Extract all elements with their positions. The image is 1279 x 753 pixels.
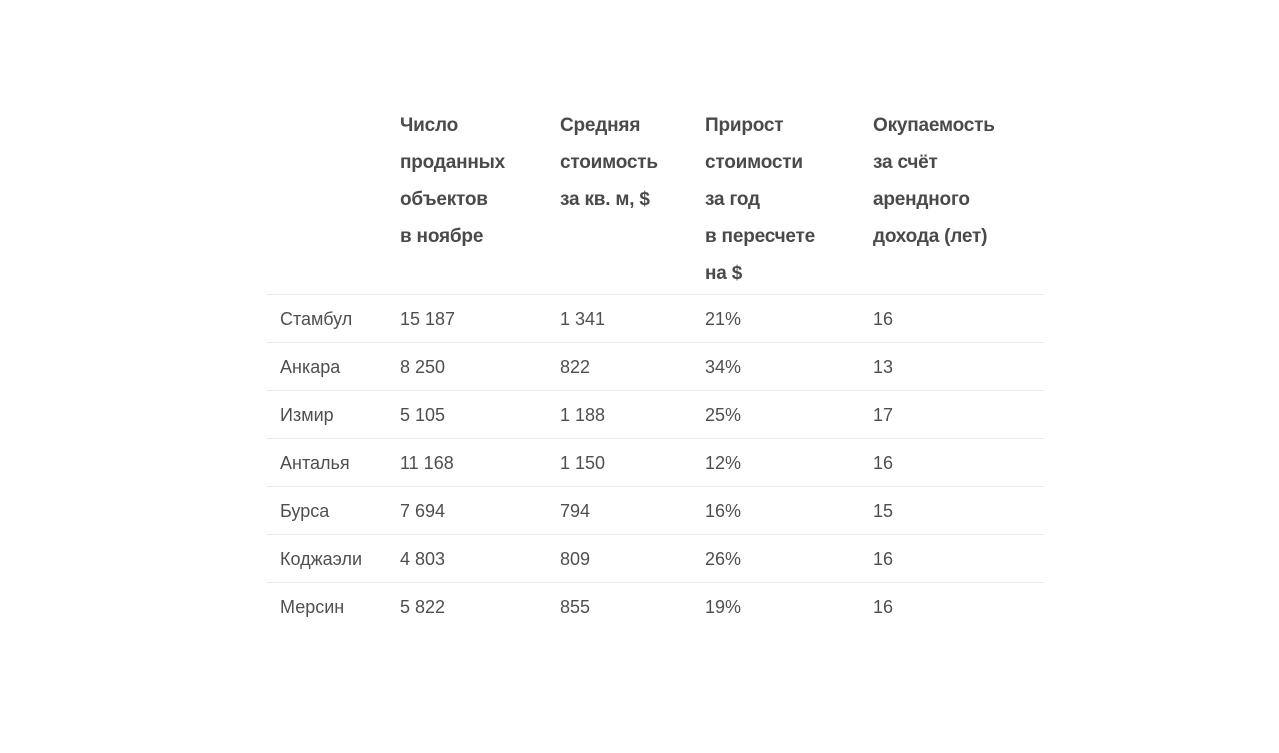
cell-avg-price: 1 150 (547, 438, 692, 487)
cell-city: Бурса (267, 486, 387, 535)
table-row: Коджаэли 4 803 809 26% 16 (267, 534, 1044, 583)
cell-growth: 12% (692, 438, 860, 487)
real-estate-table-container: Число проданных объектов в ноябре Средня… (267, 107, 1044, 631)
header-row: Число проданных объектов в ноябре Средня… (267, 107, 1044, 295)
table-body: Стамбул 15 187 1 341 21% 16 Анкара 8 250… (267, 294, 1044, 631)
column-header-avg-price: Средняя стоимость за кв. м, $ (547, 107, 692, 295)
table-header: Число проданных объектов в ноябре Средня… (267, 107, 1044, 295)
cell-sold-objects: 4 803 (387, 534, 547, 583)
cell-growth: 25% (692, 390, 860, 439)
cell-city: Анталья (267, 438, 387, 487)
column-header-payback: Окупаемость за счёт арендного дохода (ле… (860, 107, 1044, 295)
column-header-city (267, 107, 387, 295)
cell-sold-objects: 15 187 (387, 294, 547, 343)
table-row: Мерсин 5 822 855 19% 16 (267, 583, 1044, 631)
table-row: Измир 5 105 1 188 25% 17 (267, 390, 1044, 439)
cell-city: Коджаэли (267, 534, 387, 583)
cell-avg-price: 855 (560, 597, 591, 618)
cell-sold-objects: 11 168 (387, 438, 547, 487)
cell-growth: 26% (692, 534, 860, 583)
cell-sold-objects: 5 105 (387, 390, 547, 439)
cell-avg-price: 822 (547, 342, 692, 391)
turkey-cities-real-estate-table: Число проданных объектов в ноябре Средня… (267, 107, 1044, 631)
cell-growth: 34% (692, 342, 860, 391)
cell-growth: 19% (705, 597, 742, 618)
cell-city: Измир (267, 390, 387, 439)
table-row: Анкара 8 250 822 34% 13 (267, 342, 1044, 391)
table-row: Анталья 11 168 1 150 12% 16 (267, 438, 1044, 487)
cell-growth: 16% (692, 486, 860, 535)
cell-sold-objects: 7 694 (387, 486, 547, 535)
cell-avg-price: 1 341 (547, 294, 692, 343)
column-header-sold-objects: Число проданных объектов в ноябре (387, 107, 547, 295)
cell-payback: 16 (860, 438, 1044, 487)
cell-sold-objects: 8 250 (387, 342, 547, 391)
cell-payback: 17 (860, 390, 1044, 439)
cell-sold-objects: 5 822 (400, 597, 446, 618)
cell-payback: 16 (860, 294, 1044, 343)
cell-payback: 16 (860, 534, 1044, 583)
cell-city: Стамбул (267, 294, 387, 343)
cell-growth: 21% (692, 294, 860, 343)
cell-avg-price: 794 (547, 486, 692, 535)
cell-avg-price: 1 188 (547, 390, 692, 439)
table-row: Бурса 7 694 794 16% 15 (267, 486, 1044, 535)
cell-avg-price: 809 (547, 534, 692, 583)
cell-payback: 15 (860, 486, 1044, 535)
cell-city: Мерсин (280, 597, 345, 618)
cell-payback: 16 (873, 597, 894, 618)
cell-city: Анкара (267, 342, 387, 391)
table-row: Стамбул 15 187 1 341 21% 16 (267, 294, 1044, 343)
column-header-growth: Прирост стоимости за год в пересчете на … (692, 107, 860, 295)
cell-payback: 13 (860, 342, 1044, 391)
